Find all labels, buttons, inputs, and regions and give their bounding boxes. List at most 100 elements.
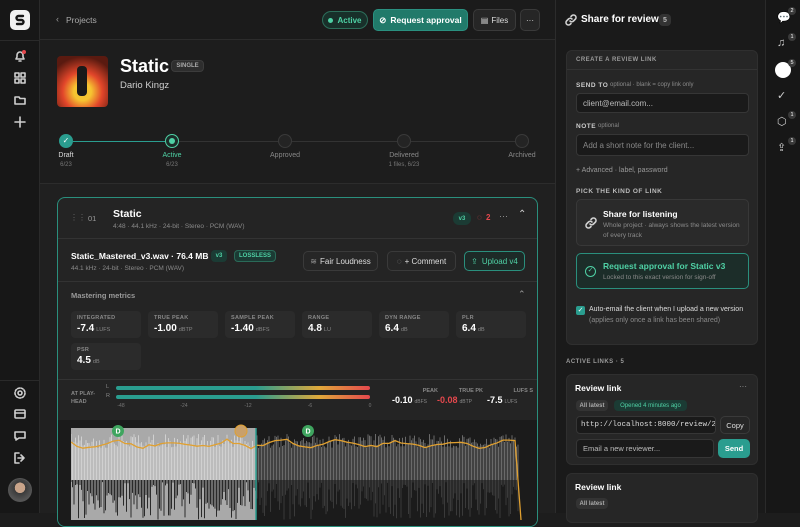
divider bbox=[58, 281, 537, 282]
scale-label: -48 bbox=[117, 403, 125, 409]
metric-card: PLR 6.4 dB bbox=[456, 311, 526, 338]
rail-active[interactable] bbox=[775, 62, 791, 78]
section-title: CREATE A REVIEW LINK bbox=[576, 57, 657, 63]
top-bar: ‹ Projects Active ⊘ Request approval ▤ Fil… bbox=[40, 0, 555, 40]
comment-count: 2 bbox=[486, 213, 491, 222]
metrics-collapse[interactable]: ⌃ bbox=[518, 289, 526, 299]
metric-label: DYN RANGE bbox=[385, 315, 421, 321]
new-icon[interactable] bbox=[13, 115, 27, 129]
rail-icon[interactable]: 💬 bbox=[777, 12, 791, 24]
billing-icon[interactable] bbox=[13, 407, 27, 421]
approval-option[interactable]: ✓ Request approval for Static v3 Locked … bbox=[576, 253, 749, 289]
listening-option[interactable]: Share for listening Whole project · alwa… bbox=[576, 199, 749, 246]
stat-label: PEAK bbox=[422, 388, 438, 394]
rail-badge: 1 bbox=[788, 33, 796, 41]
status-badge: Active bbox=[322, 11, 368, 29]
metric-label: SAMPLE PEAK bbox=[231, 315, 275, 321]
collapse-icon[interactable]: ⌃ bbox=[518, 209, 527, 220]
divider bbox=[58, 379, 537, 380]
link-title: Review link bbox=[575, 383, 622, 393]
metric-card: SAMPLE PEAK -1.40 dBFS bbox=[225, 311, 295, 338]
file-meta: 44.1 kHz · 24-bit · Stereo · PCM (WAV) bbox=[71, 265, 185, 272]
track-number: 01 bbox=[88, 214, 97, 223]
files-button[interactable]: ▤ Files bbox=[473, 9, 516, 31]
copy-button[interactable]: Copy bbox=[720, 416, 750, 434]
metric-label: PSR bbox=[77, 347, 90, 353]
metric-card: TRUE PEAK -1.00 dBTP bbox=[148, 311, 218, 338]
rail-icon[interactable]: ⇪ bbox=[777, 142, 787, 154]
metric-value: -1.40 bbox=[231, 323, 254, 334]
option-title: Request approval for Static v3 bbox=[603, 261, 726, 271]
messages-icon[interactable] bbox=[13, 429, 27, 443]
metric-value: 6.4 bbox=[385, 323, 399, 334]
fair-loudness-button[interactable]: ≋ Fair Loudness bbox=[303, 251, 378, 271]
metric-card: DYN RANGE 6.4 dB bbox=[379, 311, 449, 338]
meter-bar bbox=[116, 386, 370, 390]
auto-email-checkbox[interactable]: ✓ bbox=[576, 306, 585, 315]
stat-label: LUFS S bbox=[513, 388, 533, 394]
metric-card: PSR 4.5 dB bbox=[71, 343, 141, 370]
step-label: Draft bbox=[58, 152, 74, 159]
email-input[interactable]: Email a new reviewer... bbox=[576, 439, 714, 458]
channel-label: L bbox=[106, 384, 110, 390]
metric-value: -1.00 bbox=[154, 323, 177, 334]
metric-value: 4.8 bbox=[308, 323, 322, 334]
notifications-icon[interactable] bbox=[13, 49, 27, 63]
scope-badge: All latest bbox=[576, 498, 608, 509]
note-label: NOTE bbox=[576, 123, 597, 130]
link-more[interactable]: ··· bbox=[739, 382, 747, 391]
step-dot-inner bbox=[169, 138, 175, 144]
step-dot bbox=[397, 134, 411, 148]
step-line bbox=[411, 141, 515, 142]
settings-icon[interactable] bbox=[13, 386, 27, 400]
send-hint: optional · blank = copy link only bbox=[610, 82, 694, 88]
file-name: Static_Mastered_v3.wav · 76.4 MB bbox=[71, 251, 209, 261]
stat-unit: dBFS bbox=[414, 399, 428, 405]
url-field[interactable]: http://localhost:8000/review/22 bbox=[576, 416, 716, 434]
avatar[interactable] bbox=[8, 478, 32, 502]
metric-value: 4.5 bbox=[77, 355, 91, 366]
request-approval-button[interactable]: ⊘ Request approval bbox=[373, 9, 468, 31]
marker-label: D bbox=[305, 429, 310, 436]
version-badge: v3 bbox=[453, 212, 471, 225]
advanced-toggle[interactable]: + Advanced · label, password bbox=[576, 167, 668, 174]
note-input[interactable]: Add a short note for the client... bbox=[576, 134, 749, 156]
logout-icon[interactable] bbox=[13, 451, 27, 465]
stat-value: -7.5 bbox=[487, 395, 503, 405]
option-desc: Whole project · always shows the latest … bbox=[603, 222, 740, 239]
breadcrumb[interactable]: Projects bbox=[66, 15, 97, 25]
meter-bar bbox=[116, 395, 370, 399]
logo[interactable] bbox=[10, 10, 30, 30]
send-button[interactable]: Send bbox=[718, 439, 750, 458]
right-rail: 💬 2 ♫ 1 5 ✓ ⬡ 1 ⇪ 1 bbox=[765, 0, 800, 513]
projects-icon[interactable] bbox=[13, 93, 27, 107]
metric-unit: dB bbox=[400, 327, 408, 333]
comment-button[interactable]: ◌ + Comment bbox=[387, 251, 456, 271]
file-version: v3 bbox=[211, 250, 227, 262]
auto-email-text: Auto-email the client when I upload a ne… bbox=[589, 305, 749, 326]
dashboard-icon[interactable] bbox=[13, 71, 27, 85]
upload-button[interactable]: ⇪ Upload v4 bbox=[464, 251, 525, 271]
auto-email-label: Auto-email the client when I upload a ne… bbox=[589, 306, 744, 313]
step-dot bbox=[515, 134, 529, 148]
rail-icon[interactable]: ✓ bbox=[777, 90, 787, 102]
step-label: Delivered bbox=[389, 152, 419, 159]
track-card: ⋮⋮ 01 Static 4:48 · 44.1 kHz · 24-bit · … bbox=[57, 197, 538, 527]
track-more[interactable]: ··· bbox=[499, 211, 508, 221]
rail-badge: 1 bbox=[788, 137, 796, 145]
back-arrow: ‹ bbox=[56, 14, 59, 24]
rail-icon[interactable]: ⬡ bbox=[777, 116, 787, 128]
note-hint: optional bbox=[598, 123, 620, 129]
loudness-line bbox=[71, 438, 522, 520]
project-title: Static bbox=[120, 56, 170, 76]
divider bbox=[567, 69, 757, 70]
metric-value: 6.4 bbox=[462, 323, 476, 334]
send-to-input[interactable]: client@email.com... bbox=[576, 93, 749, 113]
metric-value: -7.4 bbox=[77, 323, 95, 334]
step-line bbox=[292, 141, 397, 142]
more-button[interactable]: ··· bbox=[520, 9, 540, 31]
stat-unit: dBTP bbox=[459, 399, 473, 405]
rail-icon[interactable]: ♫ bbox=[777, 37, 786, 49]
comment-icon[interactable]: ◌ bbox=[477, 213, 482, 222]
